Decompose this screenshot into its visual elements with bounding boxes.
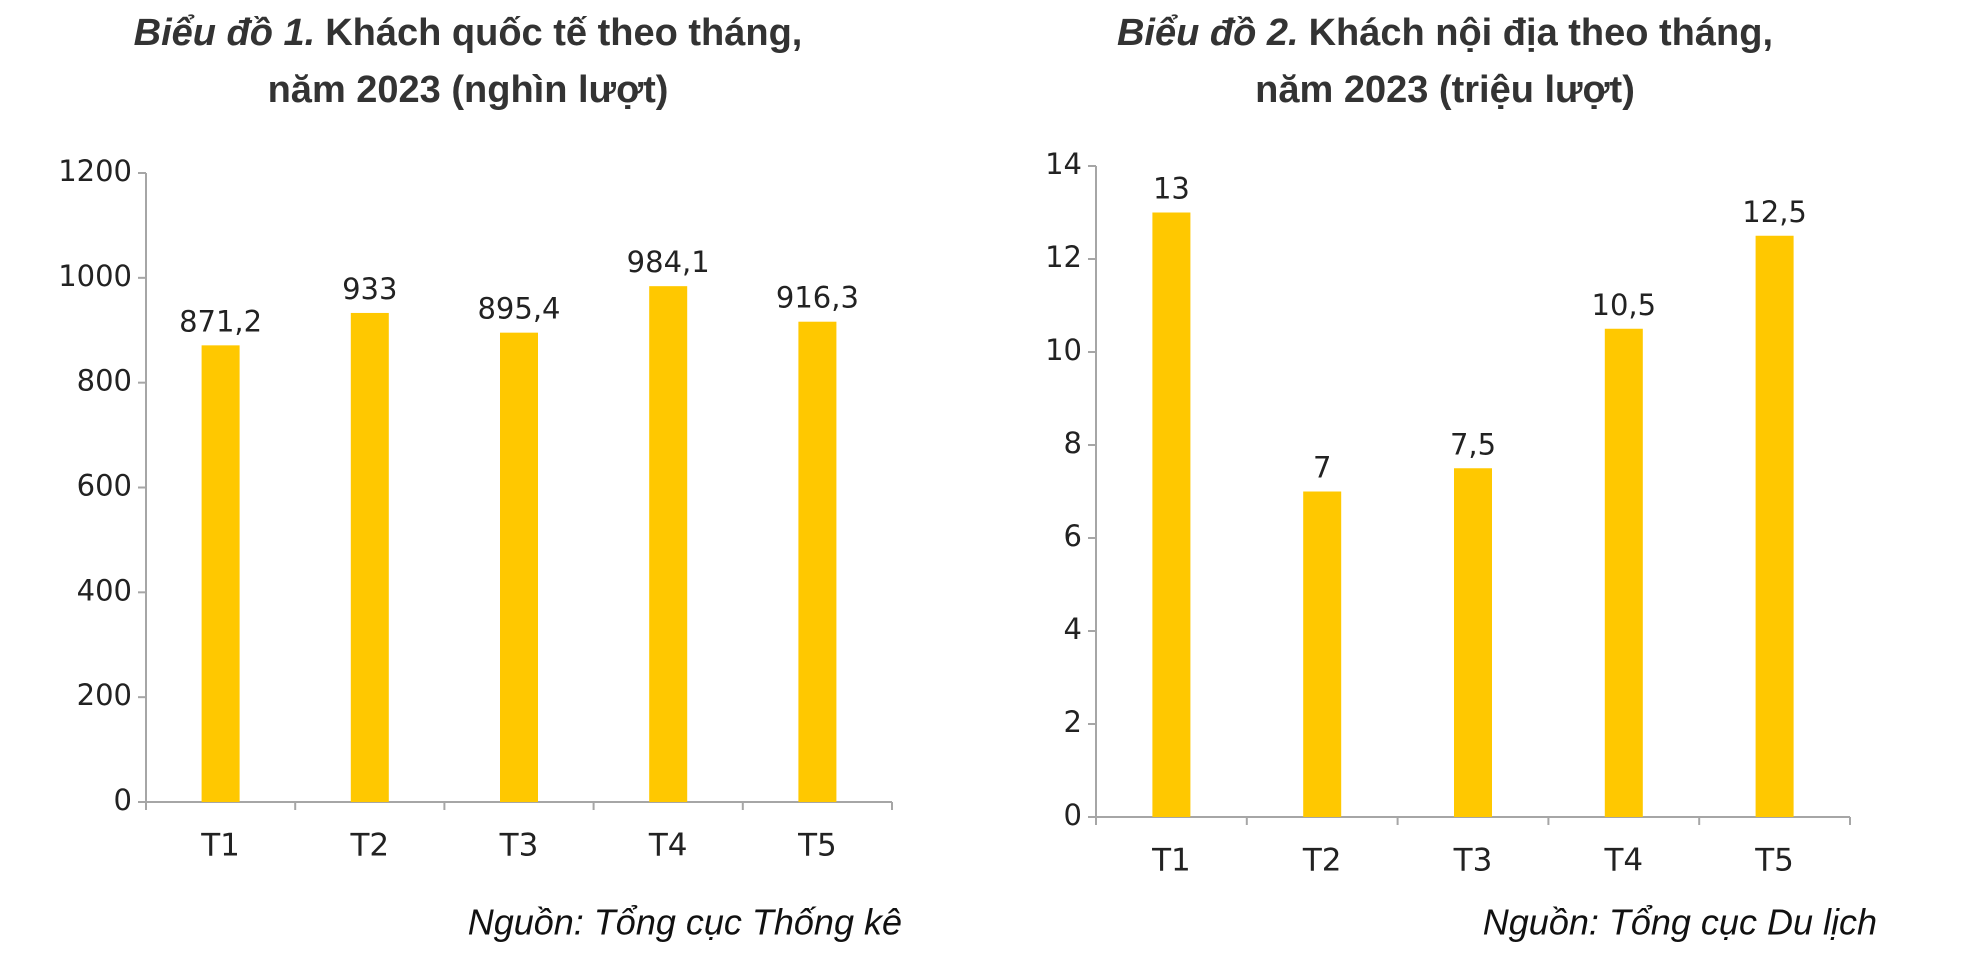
y-tick-label: 10 (1045, 333, 1082, 367)
bar (1604, 328, 1643, 817)
y-tick-label: 2 (1064, 705, 1082, 739)
bar (1303, 491, 1342, 817)
bar (1755, 235, 1794, 817)
value-label: 10,5 (1592, 288, 1657, 322)
value-label: 871,2 (179, 304, 262, 338)
value-label: 933 (342, 272, 397, 306)
x-tick-label: T5 (1754, 843, 1794, 879)
chart-subtitle: năm 2023 (triệu lượt) (1255, 69, 1635, 111)
y-tick-label: 400 (77, 573, 132, 607)
x-tick-label: T5 (797, 828, 837, 864)
bar (1454, 468, 1492, 817)
chart-label: Biểu đồ 2. (1117, 12, 1299, 54)
y-tick-label: 8 (1064, 426, 1082, 460)
bar (350, 312, 389, 802)
x-tick-label: T4 (648, 828, 688, 864)
y-tick-label: 0 (114, 783, 132, 817)
x-tick-label: T2 (349, 828, 389, 864)
y-tick-label: 600 (77, 469, 132, 503)
source-note: Nguồn: Tổng cục Thống kê (468, 902, 902, 943)
bar (798, 321, 837, 802)
y-tick-label: 1200 (58, 154, 132, 188)
chart-title: Biểu đồ 1. Khách quốc tế theo tháng, (134, 12, 803, 54)
value-label: 7 (1313, 451, 1331, 485)
chart-label: Biểu đồ 1. (134, 12, 316, 54)
y-tick-label: 800 (77, 364, 132, 398)
value-label: 12,5 (1742, 195, 1807, 229)
y-tick-label: 4 (1064, 612, 1082, 646)
bar (500, 332, 538, 802)
x-tick-label: T3 (1453, 843, 1493, 879)
value-label: 13 (1153, 172, 1190, 206)
y-tick-label: 12 (1045, 240, 1082, 274)
chart-subtitle: năm 2023 (nghìn lượt) (268, 69, 669, 111)
value-label: 984,1 (627, 245, 710, 279)
bar (201, 345, 240, 802)
source-note: Nguồn: Tổng cục Du lịch (1483, 902, 1877, 943)
x-tick-label: T2 (1302, 843, 1342, 879)
chart-title: Biểu đồ 2. Khách nội địa theo tháng, (1117, 12, 1773, 54)
y-tick-label: 1000 (58, 259, 132, 293)
x-tick-label: T1 (1151, 843, 1191, 879)
chart-title-text: Khách quốc tế theo tháng, (325, 12, 802, 54)
y-tick-label: 0 (1064, 798, 1082, 832)
y-tick-label: 200 (77, 678, 132, 712)
y-tick-label: 14 (1045, 147, 1082, 181)
value-label: 916,3 (776, 281, 859, 315)
chart-title-text: Khách nội địa theo tháng, (1309, 12, 1773, 54)
bar (649, 286, 688, 802)
x-tick-label: T3 (499, 828, 539, 864)
value-label: 895,4 (477, 292, 560, 326)
y-tick-label: 6 (1064, 519, 1082, 553)
value-label: 7,5 (1450, 427, 1496, 461)
x-tick-label: T1 (200, 828, 240, 864)
bar (1152, 212, 1191, 817)
x-tick-label: T4 (1603, 843, 1643, 879)
